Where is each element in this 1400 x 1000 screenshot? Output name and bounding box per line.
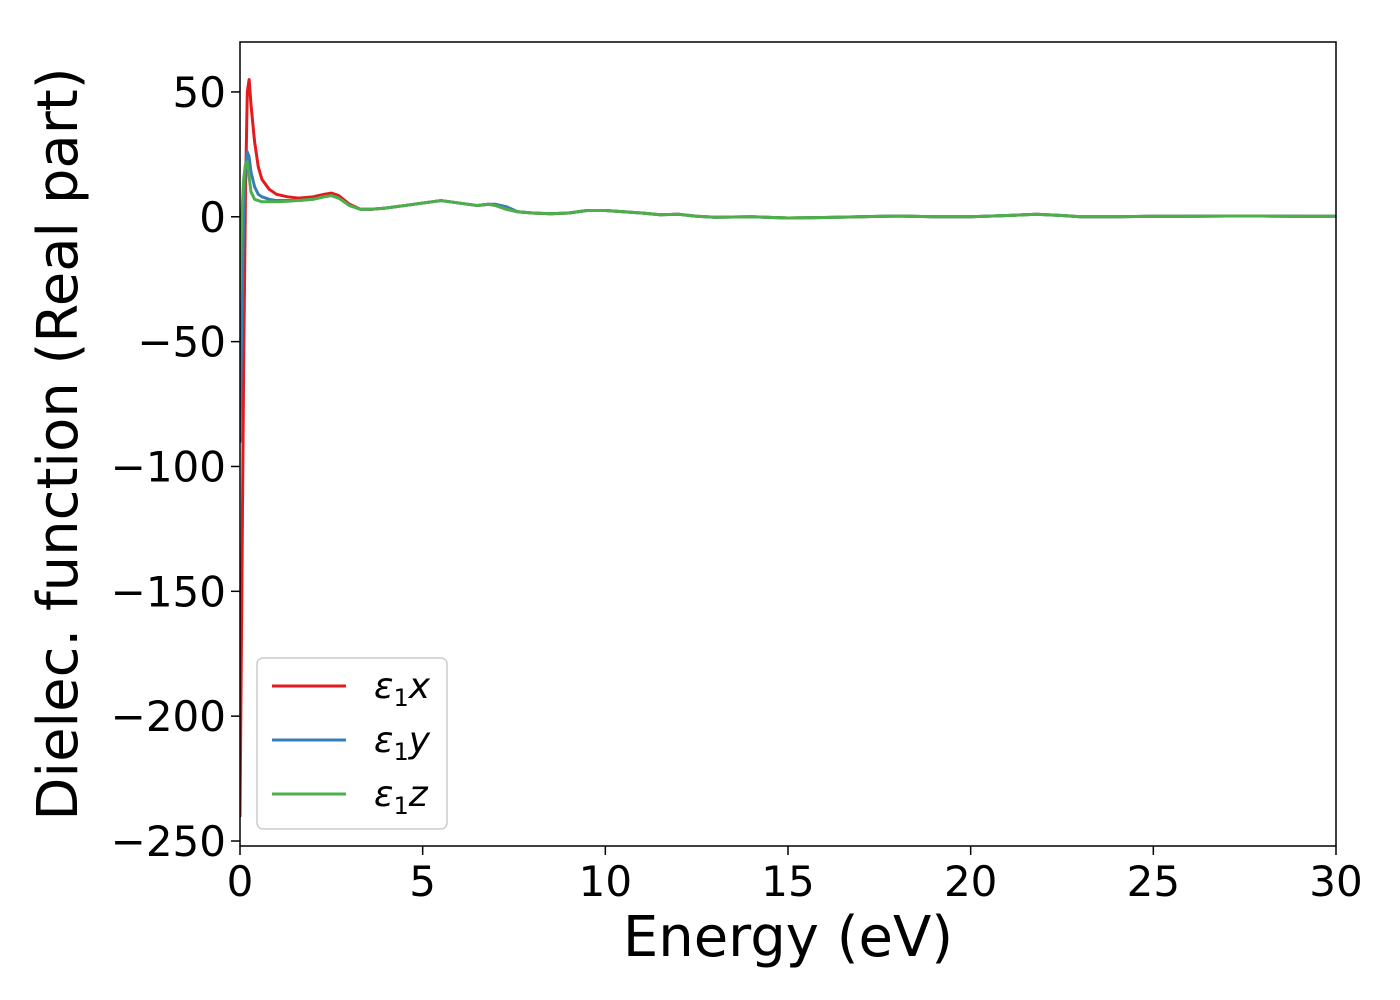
- series-line-z: [240, 160, 1336, 294]
- series-line-y: [240, 150, 1336, 443]
- series-layer: [240, 77, 1336, 818]
- x-tick-label: 25: [1127, 857, 1180, 906]
- x-tick-label: 0: [227, 857, 254, 906]
- y-tick-label: −50: [137, 318, 226, 367]
- y-tick-label: 0: [199, 193, 226, 242]
- x-tick-label: 20: [944, 857, 997, 906]
- x-tick-label: 10: [579, 857, 632, 906]
- x-tick-label: 30: [1309, 857, 1362, 906]
- x-axis-ticks: 0 5 10 15 20 25 30: [227, 846, 1363, 906]
- y-tick-label: −150: [111, 567, 226, 616]
- y-axis-ticks: 50 0 −50 −100 −150 −200 −250: [111, 68, 240, 866]
- x-tick-label: 5: [409, 857, 436, 906]
- y-tick-label: −250: [111, 817, 226, 866]
- legend-label-y: ε1y: [374, 720, 431, 766]
- y-tick-label: 50: [173, 68, 226, 117]
- y-tick-label: −200: [111, 692, 226, 741]
- legend-label-z: ε1z: [374, 774, 429, 820]
- legend: ε1x ε1y ε1z: [256, 657, 448, 830]
- legend-label-x: ε1x: [374, 666, 431, 712]
- legend-box: [256, 657, 448, 830]
- y-tick-label: −100: [111, 442, 226, 491]
- x-tick-label: 15: [761, 857, 814, 906]
- x-axis-label: Energy (eV): [623, 905, 953, 970]
- y-axis-label: Dielec. function (Real part): [26, 67, 91, 820]
